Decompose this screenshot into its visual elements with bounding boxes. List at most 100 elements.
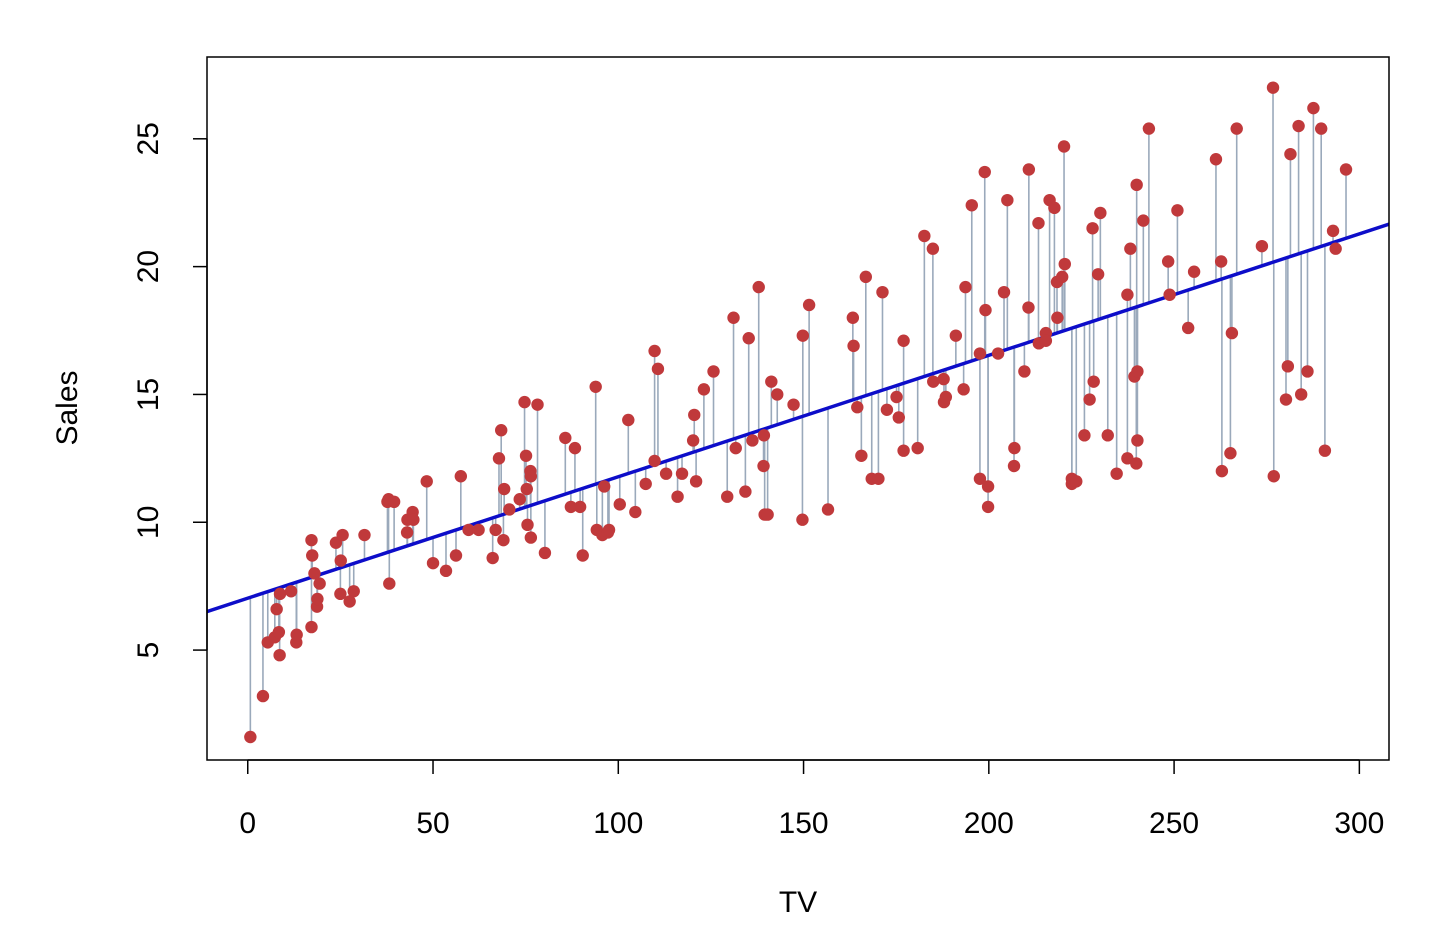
data-point (311, 592, 324, 606)
data-point (602, 523, 616, 537)
data-point (290, 628, 303, 641)
data-point (519, 449, 533, 462)
data-point (1032, 216, 1045, 230)
data-point (1329, 242, 1342, 255)
data-point (1224, 447, 1237, 460)
data-point (1022, 163, 1036, 176)
data-point (400, 526, 414, 539)
data-point (1007, 459, 1021, 473)
data-point (707, 365, 720, 378)
x-tick-label: 100 (593, 807, 643, 840)
data-point (284, 585, 298, 598)
data-point (489, 523, 502, 537)
x-tick-label: 50 (416, 807, 449, 840)
data-point (1279, 393, 1293, 406)
data-point (336, 528, 349, 542)
y-tick-label: 5 (132, 642, 165, 659)
data-point (846, 311, 860, 324)
data-point (897, 444, 910, 457)
data-point (771, 388, 784, 401)
data-point (524, 531, 538, 544)
data-point (334, 554, 347, 567)
data-point (973, 472, 987, 485)
data-point (1266, 81, 1280, 94)
data-point (1018, 365, 1031, 378)
data-point (524, 470, 538, 483)
data-point (978, 165, 991, 179)
data-point (689, 475, 703, 488)
data-point (576, 549, 589, 562)
data-point (937, 372, 950, 386)
data-point (1101, 429, 1114, 442)
data-point (1326, 224, 1340, 238)
data-point (1058, 257, 1071, 271)
data-point (383, 577, 396, 590)
data-point (1130, 457, 1143, 470)
data-point (622, 413, 635, 427)
data-point (531, 398, 544, 411)
data-point (1091, 268, 1105, 281)
data-point (1230, 122, 1243, 135)
data-point (1083, 393, 1096, 406)
data-point (949, 329, 963, 342)
data-point (492, 452, 506, 465)
data-point (1214, 255, 1228, 268)
data-point (1130, 178, 1143, 192)
data-point (518, 395, 531, 409)
data-point (1281, 360, 1295, 373)
data-point (651, 362, 665, 376)
data-point (746, 434, 759, 447)
data-point (1181, 321, 1195, 335)
data-point (629, 505, 642, 519)
data-point (796, 513, 809, 526)
data-point (1142, 122, 1156, 135)
regression-line-group (207, 222, 1389, 614)
data-point (965, 199, 978, 212)
data-point (1171, 204, 1184, 217)
data-point (897, 334, 910, 347)
data-point (880, 403, 894, 416)
data-point (305, 533, 318, 547)
data-point (757, 459, 770, 473)
data-point (1124, 242, 1137, 255)
data-point (979, 303, 992, 317)
data-point (1121, 288, 1134, 301)
data-point (927, 375, 940, 388)
data-point (981, 480, 995, 493)
data-point (892, 411, 905, 424)
data-point (959, 280, 972, 294)
data-point (1055, 270, 1069, 284)
data-point (1215, 464, 1229, 478)
y-tick-label: 15 (132, 378, 165, 411)
data-point (981, 500, 995, 514)
data-point (727, 311, 740, 324)
data-point (1094, 206, 1107, 220)
data-point (1137, 214, 1150, 227)
data-point (729, 441, 742, 455)
data-point (472, 523, 485, 537)
data-point (497, 482, 511, 496)
data-point (876, 285, 889, 299)
data-point (521, 518, 534, 532)
data-point (926, 242, 940, 255)
data-point (1057, 140, 1071, 153)
data-point (559, 431, 572, 445)
data-point (503, 503, 516, 516)
data-point (1255, 239, 1269, 253)
data-point (439, 564, 453, 578)
data-point (957, 383, 970, 396)
y-axis: 5 10 15 20 25 (132, 122, 208, 659)
data-point (688, 408, 701, 422)
data-point (752, 280, 765, 294)
data-point (787, 398, 800, 411)
data-point (1161, 255, 1175, 268)
data-point (1086, 222, 1099, 235)
data-point (244, 730, 257, 744)
y-tick-label: 25 (132, 122, 165, 155)
data-point (686, 434, 700, 447)
data-point (973, 347, 987, 360)
data-point (313, 577, 326, 590)
data-point (449, 549, 463, 562)
data-point (1284, 147, 1297, 161)
data-point (420, 475, 433, 488)
